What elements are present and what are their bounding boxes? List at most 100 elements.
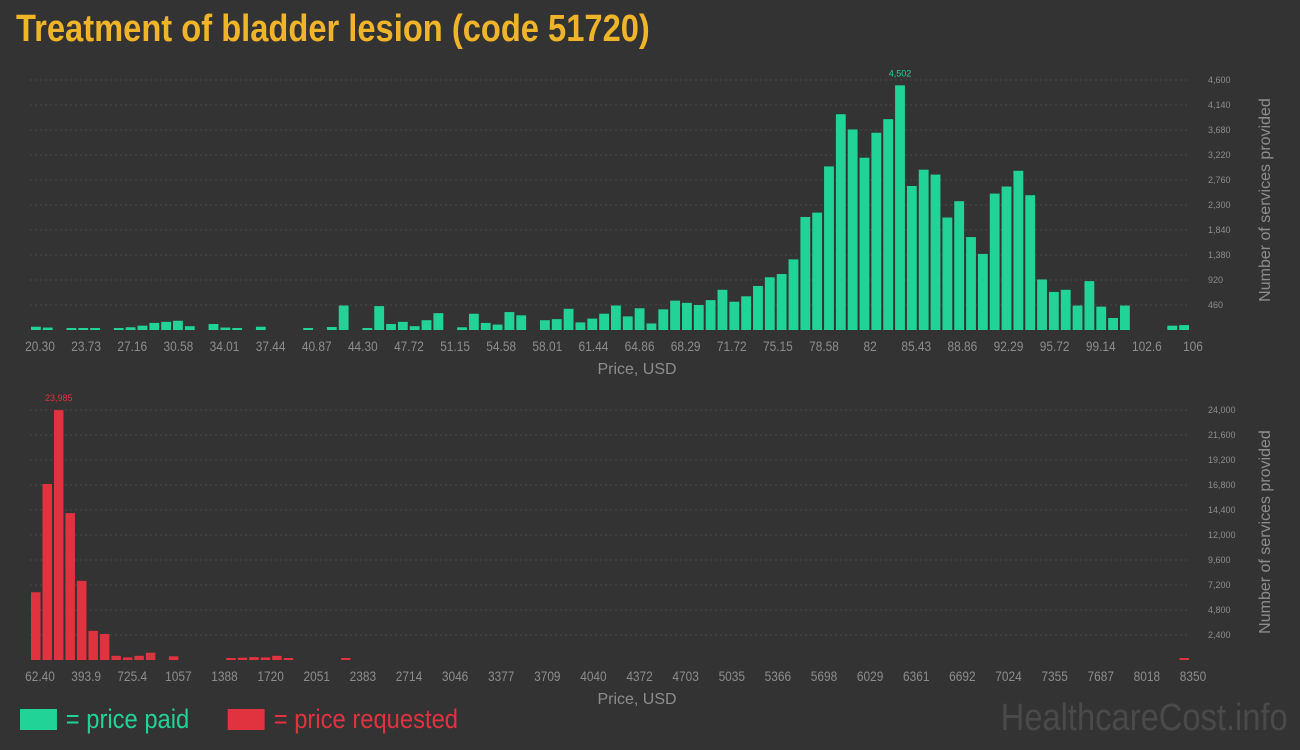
bar: [397, 321, 408, 330]
bar: [78, 328, 89, 330]
bar: [966, 237, 976, 330]
bar: [341, 658, 351, 660]
y-tick-label: 16,800: [1208, 480, 1236, 490]
y-tick-label: 3,220: [1208, 150, 1231, 160]
x-tick-label: 40.87: [302, 338, 332, 354]
bar: [942, 217, 953, 330]
bar: [134, 655, 144, 660]
bar: [492, 324, 503, 330]
x-tick-label: 6692: [949, 668, 975, 684]
bar: [776, 274, 787, 330]
y-tick-label: 4,800: [1208, 605, 1231, 615]
bar: [575, 322, 586, 330]
bar: [149, 322, 160, 330]
watermark: HealthcareCost.info: [1000, 697, 1288, 739]
legend-requested-label: = price requested: [273, 704, 459, 734]
x-tick-label: 95.72: [1040, 338, 1070, 354]
x-tick-label: 4703: [672, 668, 698, 684]
bar: [1179, 658, 1189, 660]
x-tick-label: 27.16: [117, 338, 147, 354]
y-axis-label: Number of services provided: [1257, 430, 1274, 634]
bar: [824, 166, 834, 330]
x-tick-label: 34.01: [210, 338, 240, 354]
peak-data-label: 4,502: [889, 68, 912, 78]
y-axis-label: Number of services provided: [1257, 98, 1274, 302]
x-tick-label: 5366: [765, 668, 791, 684]
legend-item-paid: = price paid: [20, 704, 189, 735]
x-tick-label: 82: [864, 338, 877, 354]
bar: [1108, 318, 1118, 330]
y-tick-label: 2,300: [1208, 200, 1231, 210]
x-tick-label: 61.44: [579, 338, 609, 354]
bar: [65, 513, 75, 660]
requested-swatch: [227, 709, 265, 730]
x-tick-label: 3046: [442, 668, 468, 684]
x-tick-label: 2383: [350, 668, 376, 684]
x-tick-label: 78.58: [809, 338, 839, 354]
bar: [457, 327, 467, 330]
bar: [272, 655, 282, 660]
x-tick-label: 7687: [1088, 668, 1114, 684]
y-tick-label: 920: [1208, 275, 1223, 285]
bar: [1001, 186, 1012, 330]
x-tick-label: 71.72: [717, 338, 747, 354]
bar: [883, 119, 894, 330]
x-axis-label: Price, USD: [597, 361, 676, 378]
x-tick-label: 75.15: [763, 338, 793, 354]
y-tick-label: 12,000: [1208, 530, 1236, 540]
x-axis-label: Price, USD: [597, 691, 676, 708]
bar: [338, 305, 349, 330]
bar: [226, 658, 236, 660]
x-tick-label: 5035: [719, 668, 745, 684]
bar: [1072, 305, 1083, 330]
y-tick-label: 21,600: [1208, 430, 1236, 440]
x-tick-label: 393.9: [71, 668, 101, 684]
bar: [220, 327, 231, 330]
x-tick-label: 54.58: [486, 338, 516, 354]
x-tick-label: 88.86: [948, 338, 978, 354]
x-tick-label: 1057: [165, 668, 191, 684]
legend-item-requested: = price requested: [227, 704, 459, 735]
bar: [232, 328, 243, 330]
bar: [587, 318, 598, 330]
bar: [145, 652, 156, 660]
bar: [468, 313, 479, 330]
bar: [539, 320, 550, 330]
bar: [705, 300, 716, 330]
x-tick-label: 7024: [995, 668, 1021, 684]
bar: [989, 193, 1000, 330]
x-tick-label: 2714: [396, 668, 422, 684]
y-tick-label: 4,600: [1208, 75, 1231, 85]
bar: [764, 277, 775, 330]
x-tick-label: 3709: [534, 668, 560, 684]
bar: [409, 326, 420, 330]
bar: [871, 132, 882, 330]
bar: [433, 313, 444, 330]
bar: [812, 212, 823, 330]
x-tick-label: 92.29: [994, 338, 1024, 354]
bar: [835, 114, 846, 330]
bar: [1060, 289, 1071, 330]
x-tick-label: 5698: [811, 668, 837, 684]
x-tick-label: 2051: [303, 668, 329, 684]
x-tick-label: 102.6: [1132, 338, 1162, 354]
bar: [551, 319, 562, 330]
bar: [859, 157, 870, 330]
bar: [516, 315, 527, 330]
bar: [168, 656, 179, 660]
bar: [161, 321, 172, 330]
bar: [906, 185, 917, 330]
bar: [31, 326, 41, 330]
bar: [1013, 170, 1024, 330]
bar: [237, 657, 248, 660]
peak-data-label: 23,985: [45, 393, 73, 403]
bar: [99, 633, 110, 660]
bar: [634, 308, 645, 330]
x-tick-label: 1388: [211, 668, 237, 684]
x-tick-label: 85.43: [901, 338, 931, 354]
bar: [66, 328, 77, 330]
x-tick-label: 23.73: [71, 338, 101, 354]
bar: [480, 322, 491, 330]
bar: [670, 300, 681, 330]
bar: [386, 324, 396, 330]
